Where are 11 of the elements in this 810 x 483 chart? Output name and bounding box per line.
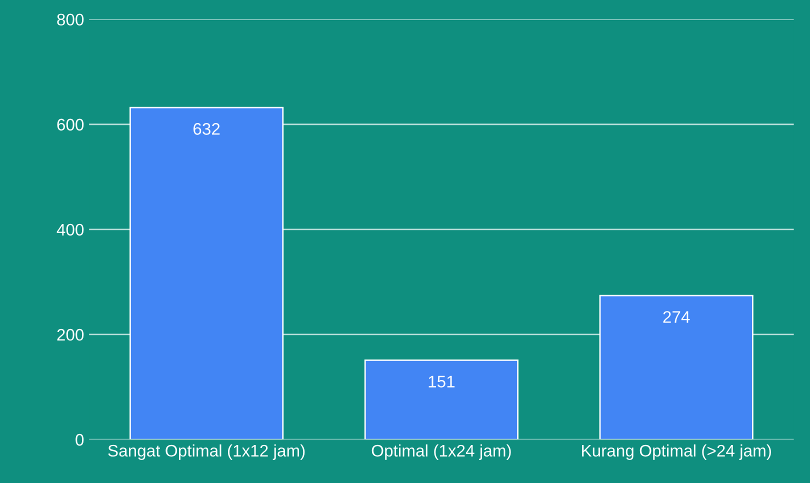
data-label: 632 (193, 123, 220, 135)
data-label: 274 (663, 311, 690, 323)
x-tick-label: Optimal (1x24 jam) (372, 444, 511, 460)
y-tick-label: 800 (57, 14, 84, 26)
x-tick-label: Kurang Optimal (>24 jam) (582, 444, 771, 460)
y-tick-label: 600 (57, 118, 84, 131)
x-tick-label: Sangat Optimal (1x12 jam) (108, 444, 305, 460)
y-tick-label: 0 (76, 434, 84, 446)
data-label: 151 (428, 376, 455, 388)
y-tick-label: 400 (56, 224, 84, 236)
y-tick-label: 200 (57, 328, 84, 341)
